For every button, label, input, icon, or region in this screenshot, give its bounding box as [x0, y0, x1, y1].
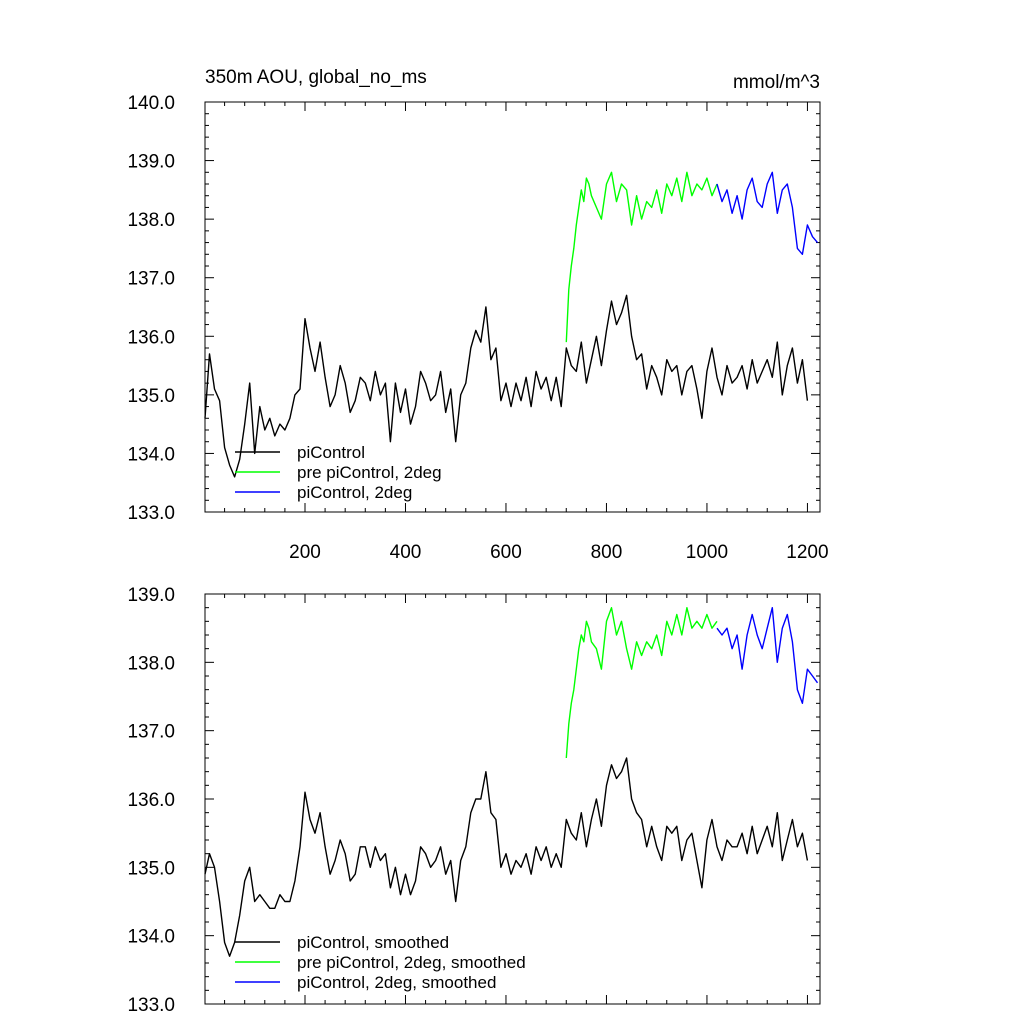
top-chart-units: mmol/m^3	[733, 72, 820, 93]
top-y-tick-label: 136.0	[127, 327, 175, 348]
bottom-series-line-3	[716, 607, 819, 704]
top-plot-frame	[204, 101, 821, 513]
top-series-line-1	[204, 294, 809, 478]
bottom-y-tick-label: 137.0	[127, 722, 175, 743]
top-x-tick-label: 800	[591, 542, 623, 563]
top-x-axis: 200 400 600 800 1000 1200	[224, 102, 829, 563]
top-y-tick-label: 139.0	[127, 152, 175, 173]
bottom-panel: 133.0 134.0 135.0 136.0 137.0 138.0 139.0 piCo…	[127, 585, 821, 1016]
top-x-tick-label: 600	[490, 542, 522, 563]
top-series-line-2	[565, 171, 718, 343]
top-x-tick-label: 400	[390, 542, 422, 563]
bottom-x-axis	[224, 594, 808, 1004]
bottom-y-tick-label: 135.0	[127, 858, 175, 879]
top-y-tick-label: 137.0	[127, 269, 175, 290]
bottom-y-tick-label: 134.0	[127, 927, 175, 948]
bottom-y-tick-label: 136.0	[127, 790, 175, 811]
bottom-y-axis: 133.0 134.0 135.0 136.0 137.0 138.0 139.0	[127, 585, 820, 1016]
bottom-y-tick-label: 139.0	[127, 585, 175, 606]
top-legend-label: piControl	[297, 443, 365, 462]
top-x-tick-label: 1200	[786, 542, 828, 563]
bottom-legend-label: pre piControl, 2deg, smoothed	[297, 953, 526, 972]
top-y-tick-label: 133.0	[127, 503, 175, 524]
bottom-series-group	[204, 607, 819, 957]
top-x-tick-label: 200	[289, 542, 321, 563]
bottom-series-line-2	[565, 607, 718, 759]
bottom-y-tick-label: 133.0	[127, 995, 175, 1016]
bottom-legend-label: piControl, smoothed	[297, 933, 449, 952]
bottom-series-line-1	[204, 757, 809, 957]
top-series-group	[204, 171, 819, 478]
top-x-tick-label: 1000	[686, 542, 728, 563]
top-y-tick-label: 140.0	[127, 93, 175, 114]
top-chart-title: 350m AOU, global_no_ms	[205, 67, 427, 88]
top-legend-label: pre piControl, 2deg	[297, 463, 442, 482]
top-y-tick-label: 135.0	[127, 386, 175, 407]
bottom-legend-label: piControl, 2deg, smoothed	[297, 973, 496, 992]
bottom-y-tick-label: 138.0	[127, 653, 175, 674]
top-y-axis: 133.0 134.0 135.0 136.0 137.0 138.0 139.0 140.0	[127, 93, 820, 524]
top-series-line-3	[716, 171, 819, 256]
top-y-tick-label: 134.0	[127, 444, 175, 465]
top-legend-label: piControl, 2deg	[297, 483, 412, 502]
top-y-tick-label: 138.0	[127, 210, 175, 231]
top-panel: 350m AOU, global_no_ms mmol/m^3 133.0 134…	[127, 67, 828, 563]
